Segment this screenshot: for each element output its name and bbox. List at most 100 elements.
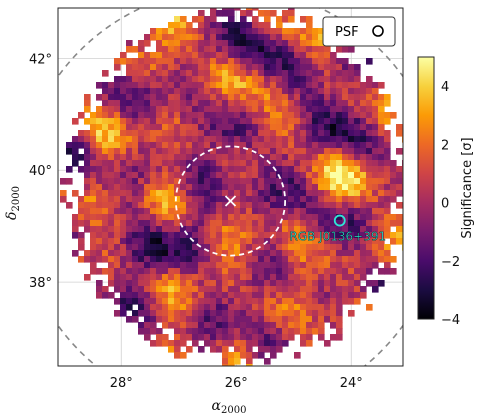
map-pixel: [192, 58, 199, 65]
map-pixel: [258, 166, 265, 173]
map-pixel: [210, 8, 217, 11]
map-pixel: [96, 94, 103, 101]
map-pixel: [324, 250, 331, 257]
map-pixel: [150, 316, 157, 323]
map-pixel: [294, 274, 301, 281]
map-pixel: [246, 106, 253, 113]
map-pixel: [108, 268, 115, 275]
map-pixel: [306, 142, 313, 149]
map-pixel: [192, 46, 199, 53]
map-pixel: [228, 184, 235, 191]
map-pixel: [348, 214, 355, 221]
map-pixel: [180, 64, 187, 71]
map-pixel: [120, 190, 127, 197]
map-pixel: [330, 136, 337, 143]
map-pixel: [372, 160, 379, 167]
map-pixel: [174, 82, 181, 89]
map-pixel: [390, 184, 397, 191]
map-pixel: [222, 346, 229, 353]
map-pixel: [186, 64, 193, 71]
map-pixel: [162, 292, 169, 299]
map-pixel: [132, 46, 139, 53]
map-pixel: [192, 142, 199, 149]
map-pixel: [66, 166, 73, 173]
map-pixel: [270, 280, 277, 287]
map-pixel: [348, 46, 355, 53]
map-pixel: [198, 34, 205, 41]
map-pixel: [330, 112, 337, 119]
map-pixel: [108, 202, 115, 209]
map-pixel: [210, 88, 217, 95]
map-pixel: [288, 256, 295, 263]
map-pixel: [342, 70, 349, 77]
map-pixel: [192, 286, 199, 293]
map-pixel: [192, 118, 199, 125]
map-pixel: [384, 226, 391, 233]
map-pixel: [96, 256, 103, 263]
map-pixel: [192, 94, 199, 101]
map-pixel: [258, 352, 265, 359]
map-pixel: [372, 124, 379, 131]
map-pixel: [210, 34, 217, 41]
map-pixel: [192, 166, 199, 173]
map-pixel: [336, 250, 343, 257]
map-pixel: [192, 298, 199, 305]
map-pixel: [168, 250, 175, 257]
map-pixel: [366, 106, 373, 113]
map-pixel: [372, 286, 379, 293]
map-pixel: [300, 88, 307, 95]
map-pixel: [150, 58, 157, 65]
map-pixel: [372, 208, 379, 215]
map-pixel: [84, 256, 91, 263]
map-pixel: [348, 208, 355, 215]
map-pixel: [204, 220, 211, 227]
map-pixel: [168, 346, 175, 353]
map-pixel: [210, 304, 217, 311]
map-pixel: [294, 322, 301, 329]
map-pixel: [360, 148, 367, 155]
plot-frame: [57, 7, 404, 367]
map-pixel: [120, 226, 127, 233]
map-pixel: [120, 184, 127, 191]
map-pixel: [114, 250, 121, 257]
map-pixel: [282, 226, 289, 233]
map-pixel: [222, 118, 229, 125]
map-pixel: [246, 94, 253, 101]
map-pixel: [198, 94, 205, 101]
map-pixel: [186, 124, 193, 131]
map-pixel: [180, 244, 187, 251]
map-pixel: [150, 118, 157, 125]
map-pixel: [132, 226, 139, 233]
map-pixel: [132, 142, 139, 149]
map-pixel: [168, 76, 175, 83]
map-pixel: [336, 202, 343, 209]
map-pixel: [312, 166, 319, 173]
map-pixel: [216, 178, 223, 185]
map-pixel: [264, 232, 271, 239]
map-pixel: [138, 220, 145, 227]
map-pixel: [174, 88, 181, 95]
map-pixel: [378, 208, 385, 215]
map-pixel: [324, 298, 331, 305]
map-pixel: [240, 232, 247, 239]
map-pixel: [312, 232, 319, 239]
map-pixel: [276, 46, 283, 53]
map-pixel: [354, 118, 361, 125]
map-pixel: [360, 94, 367, 101]
map-pixel: [84, 226, 91, 233]
map-pixel: [348, 142, 355, 149]
map-pixel: [348, 238, 355, 245]
map-pixel: [276, 328, 283, 335]
map-pixel: [228, 208, 235, 215]
map-pixel: [84, 274, 91, 281]
map-pixel: [270, 352, 277, 359]
map-pixel: [192, 52, 199, 59]
map-pixel: [180, 316, 187, 323]
map-pixel: [198, 196, 205, 203]
map-pixel: [138, 280, 145, 287]
map-pixel: [252, 280, 259, 287]
map-pixel: [180, 76, 187, 83]
map-pixel: [384, 232, 391, 239]
map-pixel: [144, 52, 151, 59]
map-pixel: [234, 292, 241, 299]
